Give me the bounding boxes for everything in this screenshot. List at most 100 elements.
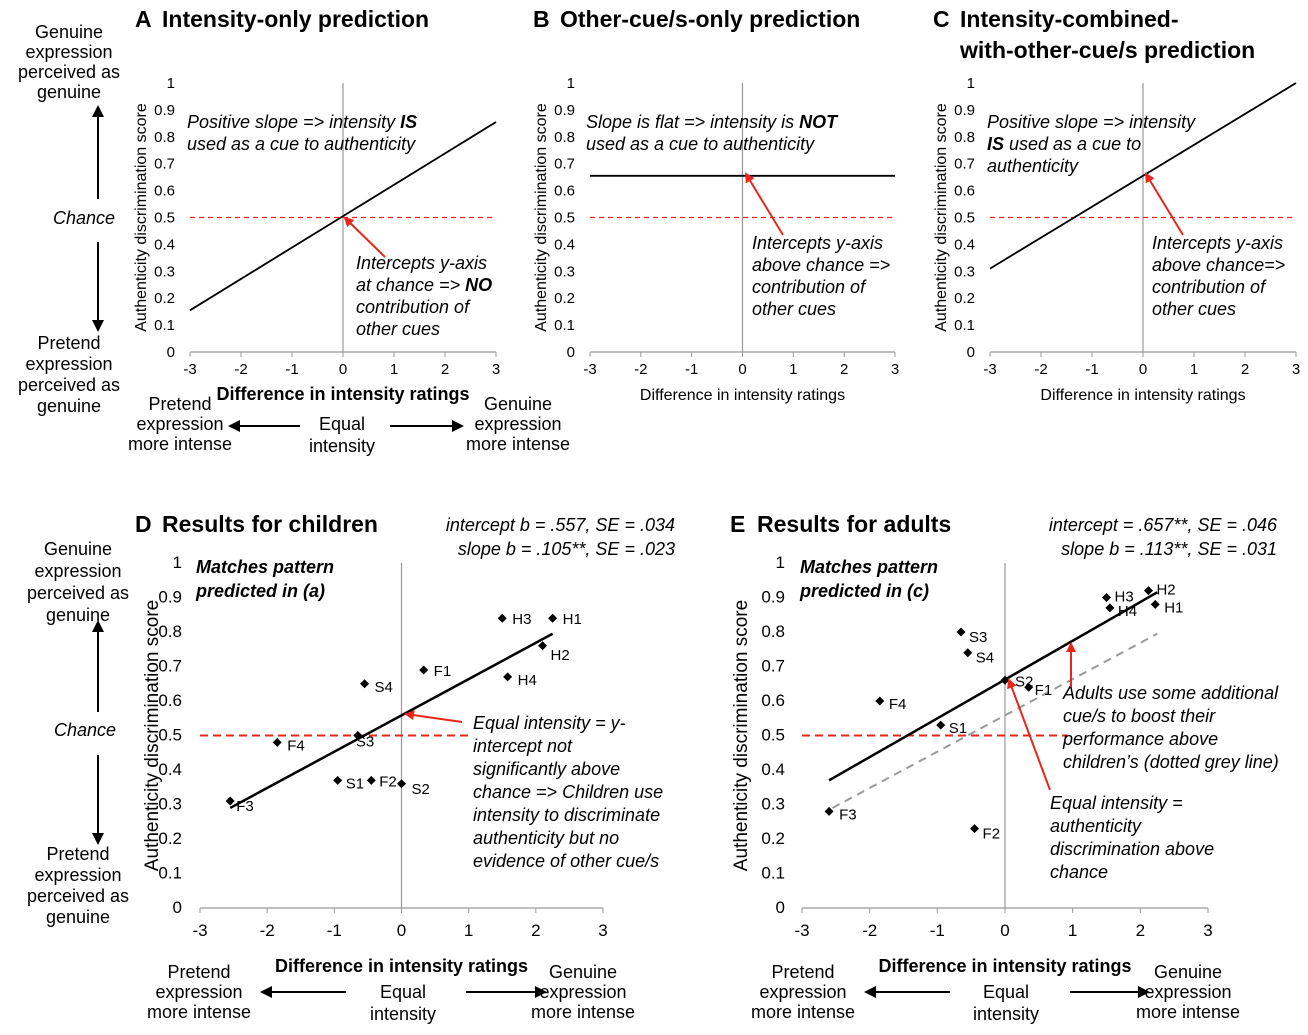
top-genuine-label-line-2: perceived as	[18, 62, 120, 82]
panel-e-point-H3	[1102, 593, 1111, 602]
panel-e-point-S3	[956, 627, 966, 637]
panel-e-stats-1: slope b = .113**, SE = .031	[1061, 539, 1277, 559]
e-x-mid-label-line-0: Equal	[983, 982, 1029, 1002]
panel-b-ytick-1: 0.1	[554, 317, 575, 334]
panel-d-point-label-F2: F2	[379, 773, 397, 790]
e-x-right-label-line-2: more intense	[1136, 1002, 1240, 1022]
bottom-genuine-label-line-1: expression	[34, 561, 121, 581]
panel-a-ytick-2: 0.2	[154, 290, 175, 307]
panel-d-point-label-H2: H2	[551, 647, 570, 664]
panel-e-x-label: Difference in intensity ratings	[878, 956, 1131, 976]
panel-e-point-label-S3: S3	[969, 629, 987, 646]
panel-a-annot-1-line-3: other cues	[356, 319, 440, 339]
panel-d-point-S1	[333, 775, 343, 785]
a-x-left-label-line-1: expression	[136, 414, 223, 434]
bottom-chance-label: Chance	[54, 720, 116, 740]
panel-e-title-0: Results for adults	[757, 511, 951, 537]
panel-d-point-S4	[360, 679, 370, 689]
e-x-left-label-line-1: expression	[759, 982, 846, 1002]
panel-d-annot-0-line-1: intercept not	[473, 736, 573, 756]
panel-c-xtick-5: 2	[1241, 361, 1249, 378]
panel-a-ytick-3: 0.3	[154, 263, 175, 280]
d-x-right-label-line-1: expression	[539, 982, 626, 1002]
panel-d-ytick-4: 0.4	[158, 760, 182, 779]
panel-e-ytick-0: 0	[776, 898, 785, 917]
panel-a-annot-0-line-0: Positive slope => intensity IS	[187, 112, 417, 132]
panel-a-ytick-4: 0.4	[154, 236, 175, 253]
panel-e-point-label-H3: H3	[1115, 589, 1134, 606]
panel-a-letter: A	[135, 6, 152, 32]
bottom-pretend-label-line-3: genuine	[46, 907, 110, 927]
panel-d-point-F4	[272, 737, 282, 747]
panel-d-point-label-S4: S4	[375, 679, 393, 696]
panel-e-y-label: Authenticity discrimination score	[731, 600, 752, 871]
panel-a-ytick-7: 0.7	[154, 156, 175, 173]
panel-b-xtick-1: -2	[634, 361, 647, 378]
panel-b-annot-1-line-0: Intercepts y-axis	[752, 233, 883, 253]
panel-d-xtick-0: -3	[192, 921, 207, 940]
top-genuine-label-line-1: expression	[25, 42, 112, 62]
panel-c-ytick-7: 0.7	[954, 156, 975, 173]
panel-c-ytick-4: 0.4	[954, 236, 975, 253]
panel-e-ytick-7: 0.7	[761, 657, 785, 676]
panel-d-point-H3	[497, 613, 507, 623]
panel-e-annot-0-line-3: children’s (dotted grey line)	[1063, 752, 1279, 772]
panel-e-ytick-9: 0.9	[761, 588, 785, 607]
panel-d-ytick-3: 0.3	[158, 795, 182, 814]
bottom-pretend-label-line-2: perceived as	[27, 886, 129, 906]
panel-b-ytick-8: 0.8	[554, 129, 575, 146]
panel-e-ytick-5: 0.5	[761, 726, 785, 745]
panel-a-x-label: Difference in intensity ratings	[216, 384, 469, 404]
panel-d-annot-0-line-2: significantly above	[473, 759, 620, 779]
panel-c-xtick-1: -2	[1034, 361, 1047, 378]
panel-e-point-F4	[875, 696, 885, 706]
panel-c-xtick-0: -3	[983, 361, 996, 378]
panel-d-point-H4	[503, 672, 513, 682]
a-x-mid-label-line-1: intensity	[309, 436, 375, 456]
panel-c-letter: C	[933, 6, 950, 32]
panel-e-point-label-F1: F1	[1035, 682, 1053, 699]
panel-c-ytick-1: 0.1	[954, 317, 975, 334]
panel-e-xtick-5: 2	[1136, 921, 1145, 940]
panel-d-annot-0-line-6: evidence of other cue/s	[473, 851, 659, 871]
panel-a-ytick-8: 0.8	[154, 129, 175, 146]
panel-e-point-label-F2: F2	[983, 826, 1001, 843]
panel-d-ytick-2: 0.2	[158, 829, 182, 848]
panel-d-annot-0-line-3: chance => Children use	[473, 782, 663, 802]
panel-e-annot-1-line-1: authenticity	[1050, 816, 1142, 836]
panel-a-xtick-3: 0	[339, 361, 347, 378]
panel-a-xtick-2: -1	[285, 361, 298, 378]
panel-d-annot-0-line-5: authenticity but no	[473, 828, 619, 848]
panel-e-point-label-F4: F4	[889, 696, 907, 713]
panel-d-title-0: Results for children	[162, 511, 378, 537]
panel-d-annot-0-line-4: intensity to discriminate	[473, 805, 660, 825]
panel-d-point-label-H1: H1	[563, 611, 582, 628]
a-x-left-label-line-2: more intense	[128, 434, 232, 454]
top-pretend-label-line-0: Pretend	[37, 333, 100, 353]
panel-b-xtick-3: 0	[738, 361, 746, 378]
panel-b-xtick-2: -1	[685, 361, 698, 378]
panel-a-annot-1-line-0: Intercepts y-axis	[356, 253, 487, 273]
e-x-right-label-line-0: Genuine	[1154, 962, 1222, 982]
panel-e-point-H2	[1143, 586, 1153, 596]
panel-d-point-label-S1: S1	[346, 775, 364, 792]
top-pretend-label-line-2: perceived as	[18, 375, 120, 395]
panel-b-xtick-0: -3	[583, 361, 596, 378]
panel-d-point-H1	[548, 613, 558, 623]
panel-d-point-label-H4: H4	[518, 672, 537, 689]
panel-d-annot-arrow	[404, 710, 463, 723]
panel-e-annot-0-line-0: Adults use some additional	[1062, 683, 1279, 703]
panel-a-ytick-0: 0	[167, 344, 175, 361]
top-pretend-label-line-1: expression	[25, 354, 112, 374]
panel-d-fit-line	[229, 632, 554, 810]
panel-d-letter: D	[135, 511, 152, 537]
panel-d-ytick-1: 0.1	[158, 864, 182, 883]
bottom-pretend-label-line-1: expression	[34, 865, 121, 885]
panel-c-annot-0-line-0: Positive slope => intensity	[987, 112, 1196, 132]
panel-c-ytick-10: 1	[967, 75, 975, 92]
panel-b-ytick-0: 0	[567, 344, 575, 361]
panel-e-children-fit-line	[831, 632, 1158, 809]
panel-c-xtick-3: 0	[1139, 361, 1147, 378]
panel-c-xtick-6: 3	[1292, 361, 1300, 378]
panel-a-ytick-6: 0.6	[154, 183, 175, 200]
